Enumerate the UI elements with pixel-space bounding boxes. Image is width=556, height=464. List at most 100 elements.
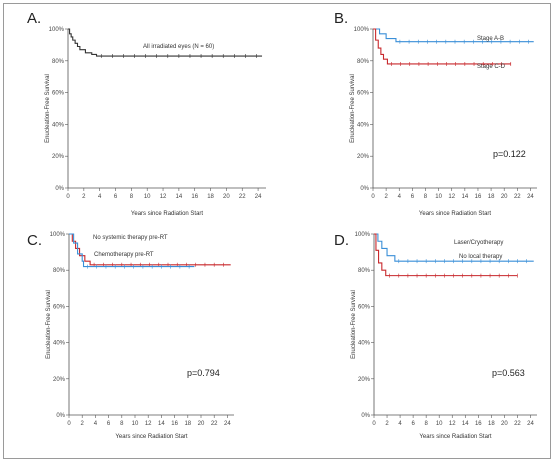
x-tick-label: 6 xyxy=(114,194,118,200)
x-tick-label: 24 xyxy=(527,194,534,200)
x-tick-label: 12 xyxy=(160,194,167,200)
series-label: All irradiated eyes (N = 60) xyxy=(143,44,214,50)
y-tick-label: 80% xyxy=(52,59,65,65)
y-tick-label: 60% xyxy=(53,304,66,310)
x-tick-label: 8 xyxy=(120,421,124,427)
p-value-label: p=0.563 xyxy=(492,368,525,378)
x-tick-label: 16 xyxy=(171,421,178,427)
series-label: Laser/Cryotherapy xyxy=(454,240,503,246)
x-tick-label: 16 xyxy=(191,194,198,200)
y-axis-label: Enucleation-Free Survival xyxy=(46,290,52,359)
y-tick-label: 80% xyxy=(358,268,371,274)
x-axis-label: Years since Radiation Start xyxy=(115,434,187,440)
x-tick-label: 14 xyxy=(462,421,469,427)
x-axis-label: Years since Radiation Start xyxy=(419,211,491,217)
x-tick-label: 0 xyxy=(372,421,376,427)
series-label: No local therapy xyxy=(459,254,502,260)
x-tick-label: 2 xyxy=(384,194,388,200)
x-tick-label: 4 xyxy=(398,421,402,427)
y-tick-label: 100% xyxy=(354,27,370,33)
survival-curve-2 xyxy=(373,28,511,65)
survival-curve-1 xyxy=(69,233,231,266)
x-axis-label: Years since Radiation Start xyxy=(419,434,491,440)
panel-letter: B. xyxy=(334,10,349,27)
x-tick-label: 22 xyxy=(239,194,246,200)
x-tick-label: 14 xyxy=(461,194,468,200)
x-tick-label: 4 xyxy=(94,421,98,427)
km-chart-a: 0 2 4 6 8 10 12 14 16 18 20 22 240%20%40%60%80%100%Y… xyxy=(45,27,266,217)
x-tick-label: 6 xyxy=(411,421,415,427)
x-tick-label: 8 xyxy=(424,421,428,427)
y-tick-label: 20% xyxy=(358,377,371,383)
y-tick-label: 20% xyxy=(52,154,65,160)
km-chart-c: 0 2 4 6 8 10 12 14 16 18 20 22 240%20%40%60%80%100%Y… xyxy=(46,232,234,440)
x-tick-label: 18 xyxy=(488,194,495,200)
x-tick-label: 10 xyxy=(132,421,139,427)
x-tick-label: 24 xyxy=(224,421,231,427)
survival-curve-2 xyxy=(69,233,195,268)
x-axis-label: Years since Radiation Start xyxy=(131,211,203,217)
y-tick-label: 40% xyxy=(52,122,65,128)
x-tick-label: 16 xyxy=(475,421,482,427)
x-tick-label: 0 xyxy=(371,194,375,200)
series-label: Chemotherapy pre-RT xyxy=(94,252,154,258)
x-tick-label: 14 xyxy=(176,194,183,200)
panel-a: A. 0 2 4 6 8 10 12 14 16 18 20 22 24 0% 20% 40% 60% 80% 10… xyxy=(3,3,281,233)
x-tick-label: 12 xyxy=(145,421,152,427)
x-tick-label: 18 xyxy=(184,421,191,427)
y-tick-label: 100% xyxy=(355,232,371,238)
y-tick-label: 40% xyxy=(53,341,66,347)
y-tick-label: 80% xyxy=(357,59,370,65)
x-tick-label: 6 xyxy=(107,421,111,427)
survival-curve-2 xyxy=(374,233,518,277)
x-tick-label: 8 xyxy=(130,194,134,200)
y-tick-label: 80% xyxy=(53,268,66,274)
km-chart-d: 0 2 4 6 8 10 12 14 16 18 20 22 240%20%40%60%80%100%Y… xyxy=(351,232,537,440)
y-tick-label: 100% xyxy=(50,232,66,238)
survival-curve-1 xyxy=(374,233,534,262)
y-tick-label: 40% xyxy=(358,341,371,347)
x-tick-label: 24 xyxy=(527,421,534,427)
x-tick-label: 20 xyxy=(501,421,508,427)
survival-curve-1 xyxy=(373,28,534,43)
y-tick-label: 100% xyxy=(49,27,65,33)
x-tick-label: 10 xyxy=(435,194,442,200)
y-tick-label: 20% xyxy=(357,154,370,160)
y-tick-label: 0% xyxy=(360,186,369,192)
series-label: Stage C-D xyxy=(477,64,506,70)
x-tick-label: 12 xyxy=(449,421,456,427)
x-tick-label: 0 xyxy=(67,421,71,427)
x-tick-label: 2 xyxy=(81,421,85,427)
x-tick-label: 6 xyxy=(411,194,415,200)
y-axis-label: Enucleation-Free Survival xyxy=(351,290,357,359)
y-axis-label: Enucleation-Free Survival xyxy=(45,74,51,143)
panel-c: C. 0 2 4 6 8 10 12 14 16 18 20 22 24 0% 20% 40% 60% 80% 10… xyxy=(3,228,281,458)
x-tick-label: 16 xyxy=(475,194,482,200)
y-tick-label: 60% xyxy=(357,91,370,97)
km-chart-b: 0 2 4 6 8 10 12 14 16 18 20 22 240%20%40%60%80%100%Y… xyxy=(350,27,537,217)
x-tick-label: 14 xyxy=(158,421,165,427)
x-tick-label: 2 xyxy=(385,421,389,427)
x-tick-label: 20 xyxy=(501,194,508,200)
y-axis-label: Enucleation-Free Survival xyxy=(350,74,356,143)
x-tick-label: 18 xyxy=(488,421,495,427)
x-tick-label: 22 xyxy=(514,194,521,200)
y-tick-label: 20% xyxy=(53,377,66,383)
x-tick-label: 10 xyxy=(144,194,151,200)
y-tick-label: 40% xyxy=(357,122,370,128)
panel-b: B. 0 2 4 6 8 10 12 14 16 18 20 22 24 0% 20% 40% 60% 80% 10… xyxy=(276,3,554,233)
y-tick-label: 0% xyxy=(361,413,370,419)
y-tick-label: 0% xyxy=(55,186,64,192)
x-tick-label: 4 xyxy=(98,194,102,200)
x-tick-label: 18 xyxy=(207,194,214,200)
x-tick-label: 20 xyxy=(223,194,230,200)
panel-d: D. 0 2 4 6 8 10 12 14 16 18 20 22 24 0% 20% 40% 60% 80% 10… xyxy=(276,228,554,458)
x-tick-label: 20 xyxy=(198,421,205,427)
panel-letter: A. xyxy=(27,10,42,27)
figure-frame xyxy=(3,3,551,459)
y-tick-label: 0% xyxy=(56,413,65,419)
panel-letter: C. xyxy=(27,232,42,249)
survival-curve-1 xyxy=(68,28,263,57)
series-label: Stage A-B xyxy=(477,36,504,42)
x-tick-label: 4 xyxy=(398,194,402,200)
